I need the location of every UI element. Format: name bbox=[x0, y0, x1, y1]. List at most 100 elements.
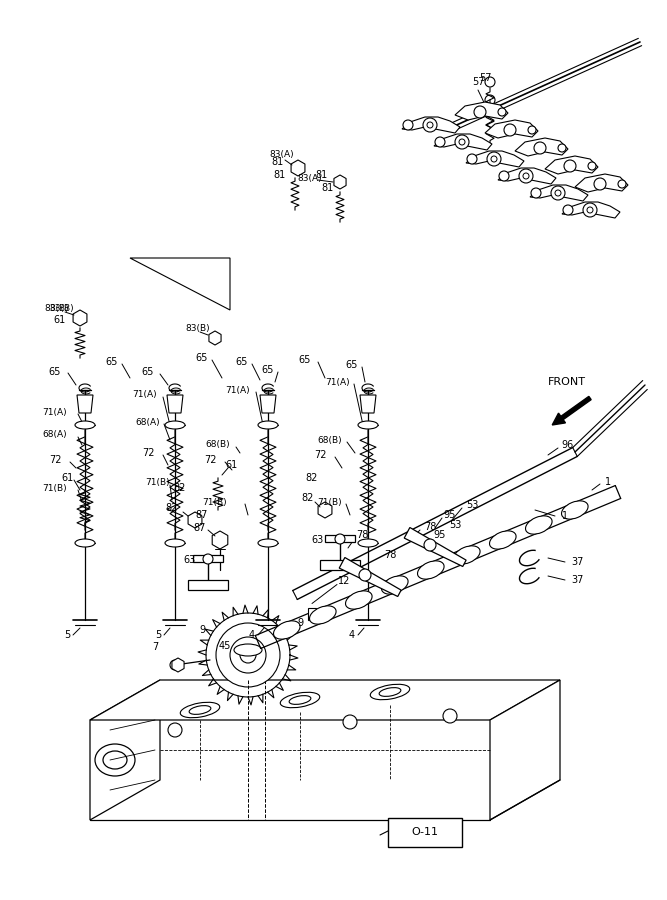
Circle shape bbox=[587, 207, 593, 213]
Polygon shape bbox=[404, 527, 466, 566]
Circle shape bbox=[459, 139, 465, 145]
Ellipse shape bbox=[490, 531, 516, 549]
Text: 61: 61 bbox=[226, 460, 238, 470]
Text: 83(B): 83(B) bbox=[45, 303, 69, 312]
Circle shape bbox=[498, 108, 506, 116]
Polygon shape bbox=[325, 535, 355, 542]
Circle shape bbox=[427, 122, 433, 128]
Text: 61: 61 bbox=[61, 473, 73, 483]
Circle shape bbox=[519, 169, 533, 183]
Text: 12: 12 bbox=[338, 577, 350, 587]
Text: 65: 65 bbox=[262, 365, 274, 375]
Polygon shape bbox=[188, 580, 228, 590]
Polygon shape bbox=[545, 156, 598, 174]
Circle shape bbox=[558, 144, 566, 152]
Circle shape bbox=[403, 120, 413, 130]
Polygon shape bbox=[188, 512, 202, 528]
Circle shape bbox=[528, 126, 536, 134]
Text: 65: 65 bbox=[106, 357, 118, 367]
Polygon shape bbox=[455, 102, 508, 120]
Circle shape bbox=[343, 715, 357, 729]
Text: 65: 65 bbox=[346, 360, 358, 370]
Polygon shape bbox=[320, 560, 360, 570]
Circle shape bbox=[523, 173, 529, 179]
Text: 71(A): 71(A) bbox=[43, 408, 67, 417]
Circle shape bbox=[359, 569, 371, 581]
Text: O-11: O-11 bbox=[412, 827, 438, 837]
Circle shape bbox=[474, 106, 486, 118]
Polygon shape bbox=[209, 331, 221, 345]
Text: 68(A): 68(A) bbox=[43, 430, 67, 439]
Text: 72: 72 bbox=[203, 455, 216, 465]
Polygon shape bbox=[530, 185, 588, 201]
Polygon shape bbox=[90, 680, 560, 720]
Circle shape bbox=[551, 186, 565, 200]
Ellipse shape bbox=[75, 539, 95, 547]
Polygon shape bbox=[575, 174, 628, 192]
Polygon shape bbox=[466, 151, 524, 167]
Circle shape bbox=[563, 205, 573, 215]
Text: 57: 57 bbox=[472, 77, 484, 87]
Text: 68(B): 68(B) bbox=[205, 440, 230, 449]
Polygon shape bbox=[172, 658, 184, 672]
Ellipse shape bbox=[273, 621, 300, 639]
Text: 71(A): 71(A) bbox=[225, 385, 250, 394]
Polygon shape bbox=[340, 557, 401, 597]
Text: 61: 61 bbox=[54, 315, 66, 325]
Text: 81: 81 bbox=[272, 157, 284, 167]
Ellipse shape bbox=[95, 744, 135, 776]
Polygon shape bbox=[334, 175, 346, 189]
Ellipse shape bbox=[180, 702, 219, 717]
Ellipse shape bbox=[258, 421, 278, 429]
Polygon shape bbox=[90, 680, 160, 820]
Text: 81: 81 bbox=[316, 170, 328, 180]
Ellipse shape bbox=[309, 606, 336, 624]
Polygon shape bbox=[193, 555, 223, 562]
Circle shape bbox=[583, 203, 597, 217]
Circle shape bbox=[467, 154, 477, 164]
Polygon shape bbox=[402, 117, 460, 133]
Ellipse shape bbox=[165, 421, 185, 429]
Text: 78: 78 bbox=[384, 550, 396, 560]
Ellipse shape bbox=[526, 516, 552, 534]
Ellipse shape bbox=[346, 591, 372, 609]
Text: 81: 81 bbox=[322, 183, 334, 193]
Text: 9: 9 bbox=[297, 618, 303, 628]
Text: 71(A): 71(A) bbox=[325, 377, 350, 386]
Circle shape bbox=[594, 178, 606, 190]
FancyBboxPatch shape bbox=[388, 818, 462, 847]
Text: 37: 37 bbox=[572, 557, 584, 567]
Ellipse shape bbox=[358, 421, 378, 429]
Polygon shape bbox=[73, 310, 87, 326]
Circle shape bbox=[485, 95, 495, 105]
Circle shape bbox=[531, 188, 541, 198]
Circle shape bbox=[499, 171, 509, 181]
Circle shape bbox=[240, 647, 256, 663]
Circle shape bbox=[443, 709, 457, 723]
Text: 96: 96 bbox=[562, 440, 574, 450]
Circle shape bbox=[588, 162, 596, 170]
Circle shape bbox=[424, 539, 436, 551]
Polygon shape bbox=[212, 531, 228, 549]
Polygon shape bbox=[498, 168, 556, 184]
Ellipse shape bbox=[454, 546, 480, 564]
Circle shape bbox=[168, 723, 182, 737]
Text: 5: 5 bbox=[64, 630, 70, 640]
Ellipse shape bbox=[289, 696, 311, 705]
Ellipse shape bbox=[358, 539, 378, 547]
Circle shape bbox=[487, 152, 501, 166]
Ellipse shape bbox=[234, 644, 262, 656]
Text: 82: 82 bbox=[301, 493, 314, 503]
Polygon shape bbox=[308, 608, 316, 619]
Text: 87: 87 bbox=[194, 523, 206, 533]
Ellipse shape bbox=[370, 684, 410, 699]
Text: 63: 63 bbox=[312, 535, 324, 545]
Polygon shape bbox=[562, 202, 620, 218]
Ellipse shape bbox=[165, 539, 185, 547]
Text: 83(A): 83(A) bbox=[269, 150, 294, 159]
Text: 57: 57 bbox=[479, 73, 492, 83]
Text: 65: 65 bbox=[196, 353, 208, 363]
Circle shape bbox=[534, 142, 546, 154]
Text: 53: 53 bbox=[466, 500, 478, 510]
Text: 71(A): 71(A) bbox=[133, 391, 157, 400]
